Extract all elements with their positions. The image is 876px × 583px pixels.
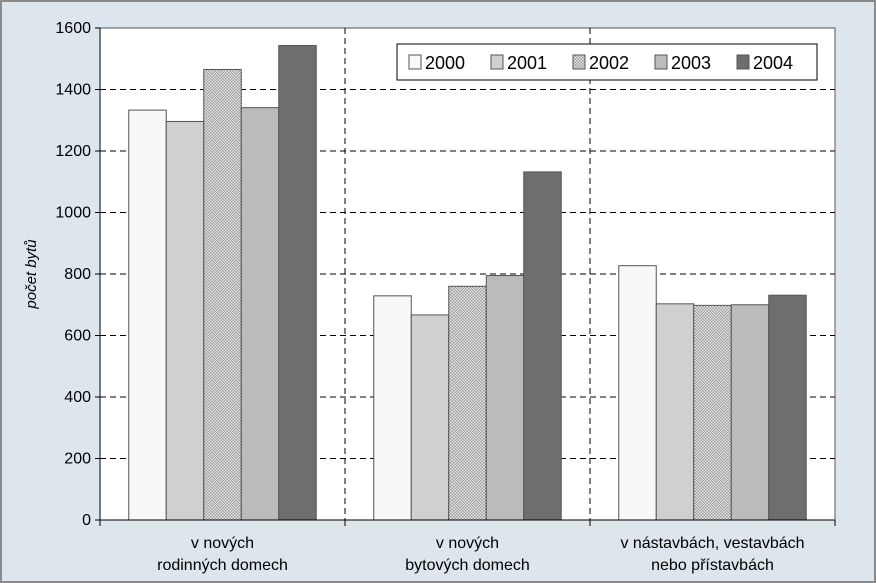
x-tick-label: v nástavbách, vestavbách nebo přístavbách — [620, 535, 804, 574]
legend-label-2001: 2001 — [507, 53, 547, 73]
legend-label-2004: 2004 — [753, 53, 793, 73]
bar-2002 — [203, 69, 242, 521]
y-tick-label: 1200 — [55, 143, 91, 160]
legend-swatch-2001 — [490, 54, 504, 70]
x-tick-label: v nových rodinných domech — [157, 535, 288, 574]
bar-2003 — [485, 275, 525, 521]
legend: 2000 2001 2002 2003 2004 — [396, 43, 818, 81]
x-tick-label: v nových bytových domech — [405, 535, 530, 574]
legend-swatch-2002 — [572, 54, 586, 70]
bar-2004 — [278, 45, 317, 521]
legend-label-2000: 2000 — [425, 53, 465, 73]
bar-2003 — [240, 107, 280, 521]
bar-2004 — [768, 294, 807, 521]
legend-swatch-2000 — [408, 54, 422, 70]
bars — [128, 45, 807, 521]
bar-2000 — [373, 295, 412, 521]
bar-2004 — [523, 171, 562, 521]
bar-2003 — [730, 304, 770, 521]
bar-2001 — [655, 303, 695, 521]
legend-label-2002: 2002 — [589, 53, 629, 73]
bar-2002 — [448, 285, 487, 521]
y-tick-label: 800 — [64, 266, 91, 283]
bar-2001 — [165, 120, 205, 521]
y-tick-label: 200 — [64, 451, 91, 468]
legend-swatch-2004 — [736, 54, 750, 70]
y-tick-label: 1000 — [55, 205, 91, 222]
bar-2002 — [693, 304, 732, 521]
y-tick-label: 400 — [64, 389, 91, 406]
y-axis-label: počet bytů — [23, 239, 40, 310]
y-tick-label: 0 — [82, 512, 91, 529]
bar-2001 — [410, 314, 450, 521]
legend-label-2003: 2003 — [671, 53, 711, 73]
legend-swatch-2003 — [654, 54, 668, 70]
bar-2000 — [128, 109, 167, 521]
y-tick-label: 600 — [64, 328, 91, 345]
y-tick-label: 1400 — [55, 82, 91, 99]
y-tick-label: 1600 — [55, 20, 91, 37]
axes: 0 200 400 600 800 1000 1200 1400 1600 v nových rod… — [55, 20, 836, 574]
bar-2000 — [618, 265, 657, 521]
